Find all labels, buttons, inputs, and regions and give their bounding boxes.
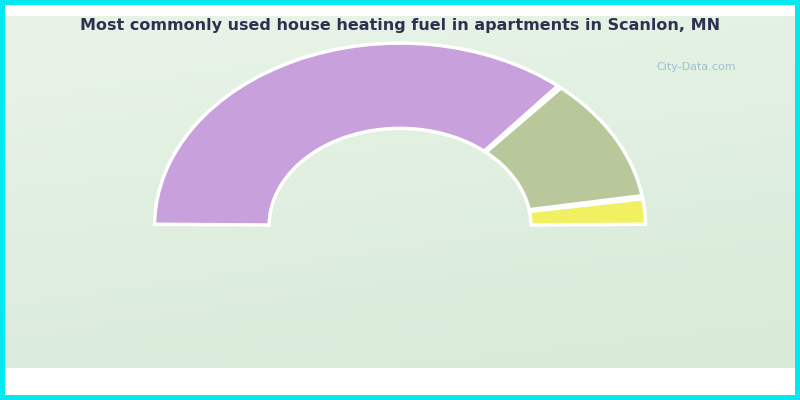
Bar (0, 0, 5, 400)
Wedge shape (154, 43, 558, 225)
Text: Most commonly used house heating fuel in apartments in Scanlon, MN: Most commonly used house heating fuel in… (80, 18, 720, 33)
Wedge shape (530, 199, 646, 225)
Bar (0, 395, 800, 400)
Bar (795, 0, 800, 400)
Wedge shape (486, 88, 642, 210)
Text: City-Data.com: City-Data.com (656, 62, 736, 72)
Bar (0, 0, 800, 5)
